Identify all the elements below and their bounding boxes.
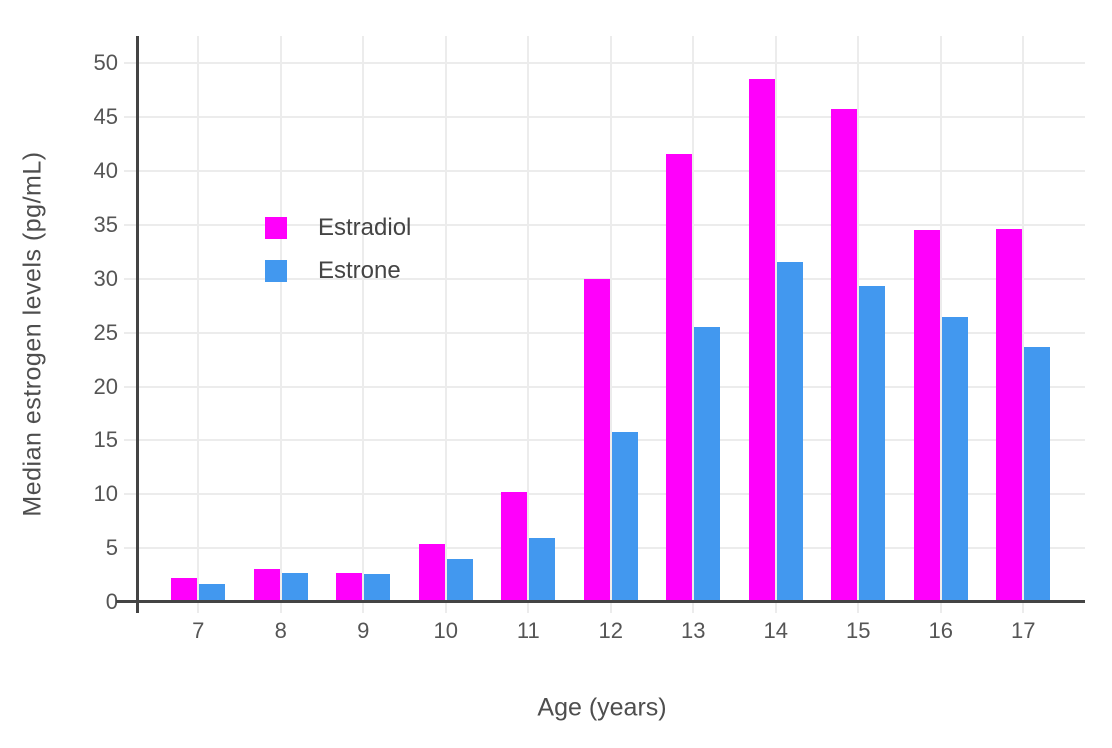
gridline-x-15 (857, 36, 860, 613)
x-axis-zero-line (116, 600, 1085, 603)
bar-estradiol-age-16 (913, 230, 940, 602)
bar-estradiol-age-14 (748, 78, 775, 602)
y-tick-label-35: 35 (93, 212, 118, 238)
bar-estrone-age-7 (199, 583, 226, 602)
bar-estrone-age-10 (446, 558, 473, 602)
gridline-y-35 (124, 224, 1085, 227)
bar-estradiol-age-13 (666, 153, 693, 602)
bar-estradiol-age-9 (336, 572, 363, 602)
y-tick-label-45: 45 (93, 104, 118, 130)
gridline-y-40 (124, 170, 1085, 173)
bar-estradiol-age-10 (418, 543, 445, 602)
bar-estradiol-age-7 (171, 578, 198, 602)
estrone-swatch-icon (265, 260, 287, 282)
gridline-x-8 (279, 36, 282, 613)
gridline-x-7 (197, 36, 200, 613)
gridline-x-11 (527, 36, 530, 613)
bar-estrone-age-14 (776, 261, 803, 602)
x-tick-label-9: 9 (357, 618, 370, 643)
bar-estrone-age-8 (281, 572, 308, 602)
y-tick-label-10: 10 (93, 481, 118, 507)
gridline-x-10 (444, 36, 447, 613)
gridline-x-13 (692, 36, 695, 613)
estradiol-swatch-icon (265, 217, 287, 239)
bar-estrone-age-13 (694, 327, 721, 602)
legend-item-estrone[interactable]: Estrone (265, 257, 411, 285)
legend-label-estradiol: Estradiol (318, 214, 412, 241)
y-tick-label-50: 50 (93, 50, 118, 76)
gridline-x-16 (939, 36, 942, 613)
bar-estradiol-age-8 (253, 568, 280, 602)
x-tick-label-16: 16 (928, 618, 954, 643)
y-tick-label-5: 5 (105, 535, 118, 561)
x-tick-label-10: 10 (433, 618, 459, 643)
bar-estradiol-age-12 (583, 278, 610, 602)
x-tick-label-14: 14 (763, 618, 789, 643)
x-tick-label-7: 7 (192, 618, 205, 643)
y-tick-label-40: 40 (93, 158, 118, 184)
y-tick-label-25: 25 (93, 319, 118, 345)
legend-item-estradiol[interactable]: Estradiol (265, 214, 411, 242)
bar-estrone-age-16 (941, 316, 968, 602)
y-axis-line (136, 36, 139, 613)
x-tick-label-13: 13 (681, 618, 706, 643)
bar-estradiol-age-15 (831, 108, 858, 602)
x-tick-label-17: 17 (1011, 618, 1036, 643)
y-tick-label-30: 30 (93, 265, 118, 291)
plot-area (116, 36, 1085, 613)
y-tick-label-15: 15 (93, 427, 118, 453)
bar-estradiol-age-17 (996, 229, 1023, 602)
gridline-x-14 (774, 36, 777, 613)
gridline-x-17 (1022, 36, 1025, 613)
bar-estrone-age-11 (529, 538, 556, 602)
x-tick-label-15: 15 (846, 618, 871, 643)
bar-estrone-age-17 (1024, 346, 1051, 602)
legend: Estradiol Estrone (265, 214, 411, 300)
bar-estrone-age-12 (611, 431, 638, 602)
legend-label-estrone: Estrone (318, 257, 401, 284)
bar-estrone-age-15 (859, 286, 886, 602)
gridline-x-9 (362, 36, 365, 613)
x-tick-label-12: 12 (598, 618, 624, 643)
x-tick-label-11: 11 (516, 618, 540, 643)
x-axis-title: Age (years) (537, 693, 667, 722)
bar-estrone-age-9 (364, 574, 391, 602)
y-tick-label-20: 20 (93, 373, 118, 399)
bar-estradiol-age-11 (501, 492, 528, 602)
x-tick-label-8: 8 (274, 618, 287, 643)
gridline-y-45 (124, 116, 1085, 119)
gridline-y-50 (124, 62, 1085, 65)
y-tick-label-0: 0 (105, 589, 118, 614)
gridline-x-12 (609, 36, 612, 613)
